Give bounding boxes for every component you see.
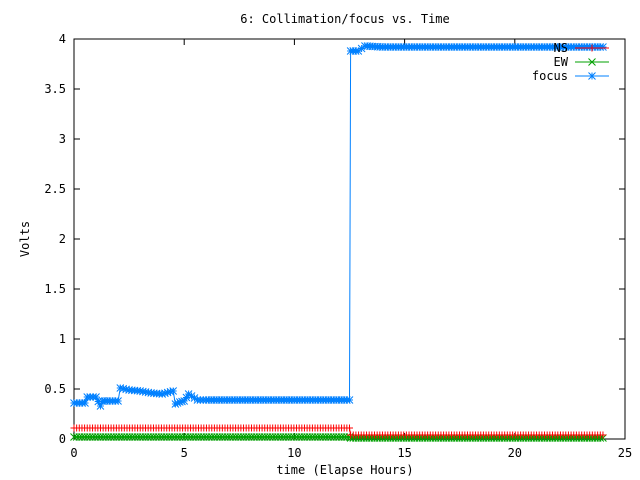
data-point <box>114 397 122 405</box>
legend-label: focus <box>532 69 568 83</box>
data-point <box>182 393 191 402</box>
legend-label: NS <box>554 41 568 55</box>
data-point <box>180 397 189 405</box>
x-axis-label: time (Elapse Hours) <box>276 463 413 477</box>
y-tick-label: 3.5 <box>44 82 66 96</box>
data-point <box>116 384 125 392</box>
series-line <box>74 45 603 408</box>
data-point <box>190 394 199 402</box>
series-layer <box>70 42 607 442</box>
data-point <box>171 400 180 408</box>
data-point <box>122 385 131 394</box>
data-point <box>173 399 182 407</box>
x-tick-label: 5 <box>181 446 188 460</box>
axes: 0 5 10 15 20 25 0 0.5 1 1.5 2 2.5 3 3.5 4 <box>44 32 632 460</box>
data-point <box>161 389 169 398</box>
data-point <box>96 402 105 410</box>
data-point <box>184 390 193 398</box>
legend-label: EW <box>554 55 569 69</box>
data-point <box>166 387 175 396</box>
data-point <box>94 397 103 406</box>
x-tick-label: 15 <box>397 446 411 460</box>
data-point <box>599 43 607 51</box>
data-point <box>357 44 366 53</box>
y-tick-label: 0 <box>59 432 66 446</box>
data-point <box>158 390 167 398</box>
data-point <box>92 393 100 401</box>
data-point <box>169 387 178 395</box>
y-tick-label: 2.5 <box>44 182 66 196</box>
legend-marker <box>588 58 596 66</box>
y-tick-label: 2 <box>59 232 66 246</box>
legend-marker <box>588 72 596 80</box>
y-tick-label: 1 <box>59 332 66 346</box>
data-point <box>354 47 363 55</box>
series-ns <box>70 424 607 439</box>
x-tick-label: 0 <box>70 446 77 460</box>
series-focus <box>70 42 607 410</box>
x-tick-label: 25 <box>618 446 632 460</box>
y-tick-label: 4 <box>59 32 66 46</box>
data-point <box>345 396 354 404</box>
y-tick-label: 1.5 <box>44 282 66 296</box>
chart-title: 6: Collimation/focus vs. Time <box>240 12 450 26</box>
data-point <box>187 392 196 400</box>
x-tick-label: 20 <box>508 446 522 460</box>
legend-marker <box>588 44 596 52</box>
data-point <box>119 384 128 393</box>
y-tick-label: 3 <box>59 132 66 146</box>
data-point <box>163 388 172 397</box>
y-tick-label: 0.5 <box>44 382 66 396</box>
data-point <box>599 431 607 439</box>
data-point <box>81 399 89 407</box>
x-tick-label: 10 <box>287 446 301 460</box>
data-point <box>346 424 353 432</box>
y-axis-label: Volts <box>18 221 32 257</box>
